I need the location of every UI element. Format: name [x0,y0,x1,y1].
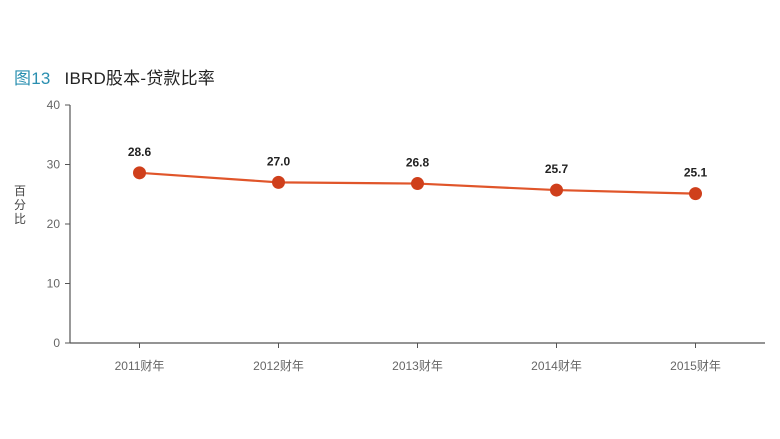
data-labels: 28.6 27.0 26.8 25.7 25.1 [128,145,708,180]
data-label: 25.7 [545,162,569,176]
data-label: 28.6 [128,145,152,159]
y-axis-label: 百分比 [14,184,26,226]
data-points [133,166,702,201]
y-tick-label: 30 [47,158,61,172]
data-point [133,166,146,180]
y-axis-ticks: 0 10 20 30 40 [47,98,70,350]
y-tick-label: 0 [53,336,60,350]
data-label: 26.8 [406,156,430,170]
y-tick-label: 40 [47,98,61,112]
data-label: 25.1 [684,166,708,180]
figure-title: 图13 IBRD股本-贷款比率 [14,64,215,89]
chart-axes [69,105,765,344]
x-tick-label: 2013财年 [392,359,443,373]
y-tick-label: 10 [47,277,61,291]
x-axis-ticks: 2011财年 2012财年 2013财年 2014财年 2015财年 [115,343,721,373]
x-tick-label: 2011财年 [115,359,165,373]
x-tick-label: 2012财年 [253,359,304,373]
data-point [411,177,424,191]
y-tick-label: 20 [47,217,61,231]
x-tick-label: 2014财年 [531,359,582,373]
figure-title-text: IBRD股本-贷款比率 [64,69,215,88]
data-point [272,175,285,189]
figure-number: 图13 [14,69,51,88]
data-point [550,183,563,197]
data-point [689,187,702,201]
x-tick-label: 2015财年 [670,359,721,373]
data-label: 27.0 [267,154,291,168]
